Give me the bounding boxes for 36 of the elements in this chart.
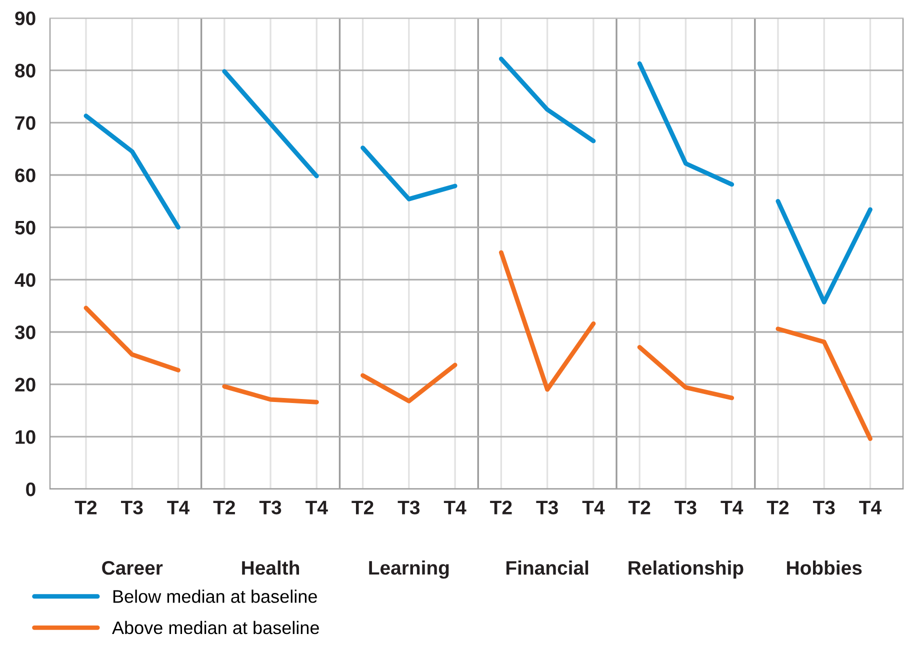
text: Relationship	[628, 560, 744, 579]
x-tick-label: T4	[582, 500, 605, 514]
x-tick-label: T3	[536, 500, 558, 514]
y-tick-label: 90	[15, 11, 36, 26]
x-tick-label: T2	[74, 500, 97, 514]
x-tick-label: T4	[444, 500, 466, 514]
y-tick-label: 40	[14, 273, 36, 287]
x-tick-label: T2	[213, 500, 235, 514]
x-tick-label: T3	[259, 500, 282, 514]
y-tick-label: 20	[15, 378, 36, 392]
legend-label: Above median at baseline	[112, 620, 319, 634]
y-tick-label: 50	[15, 220, 36, 235]
y-tick-label: 0	[26, 482, 36, 496]
text: Learning	[369, 560, 449, 579]
text: Health	[242, 560, 300, 575]
y-tick-label: 60	[15, 168, 36, 182]
x-tick-label: T2	[766, 500, 789, 514]
x-tick-label: T2	[628, 500, 650, 514]
x-tick-label: T4	[167, 500, 190, 514]
y-tick-label: 30	[14, 325, 36, 340]
y-tick-label: 10	[16, 430, 36, 444]
y-tick-label: 80	[15, 64, 36, 78]
x-tick-label: T4	[306, 500, 328, 514]
x-tick-label: T4	[720, 500, 744, 514]
x-tick-label: T3	[674, 500, 696, 514]
x-tick-label: T3	[120, 500, 143, 514]
text: Hobbies	[787, 560, 862, 575]
legend-label: Below median at baseline	[113, 590, 317, 603]
y-tick-label: 70	[15, 116, 36, 130]
x-tick-label: T4	[859, 500, 882, 514]
x-tick-label: T2	[352, 500, 374, 514]
x-tick-label: T3	[812, 500, 835, 514]
text: Career	[102, 561, 163, 575]
x-tick-label: T2	[490, 500, 512, 514]
x-tick-label: T3	[398, 500, 420, 514]
text: Financial	[506, 560, 588, 575]
